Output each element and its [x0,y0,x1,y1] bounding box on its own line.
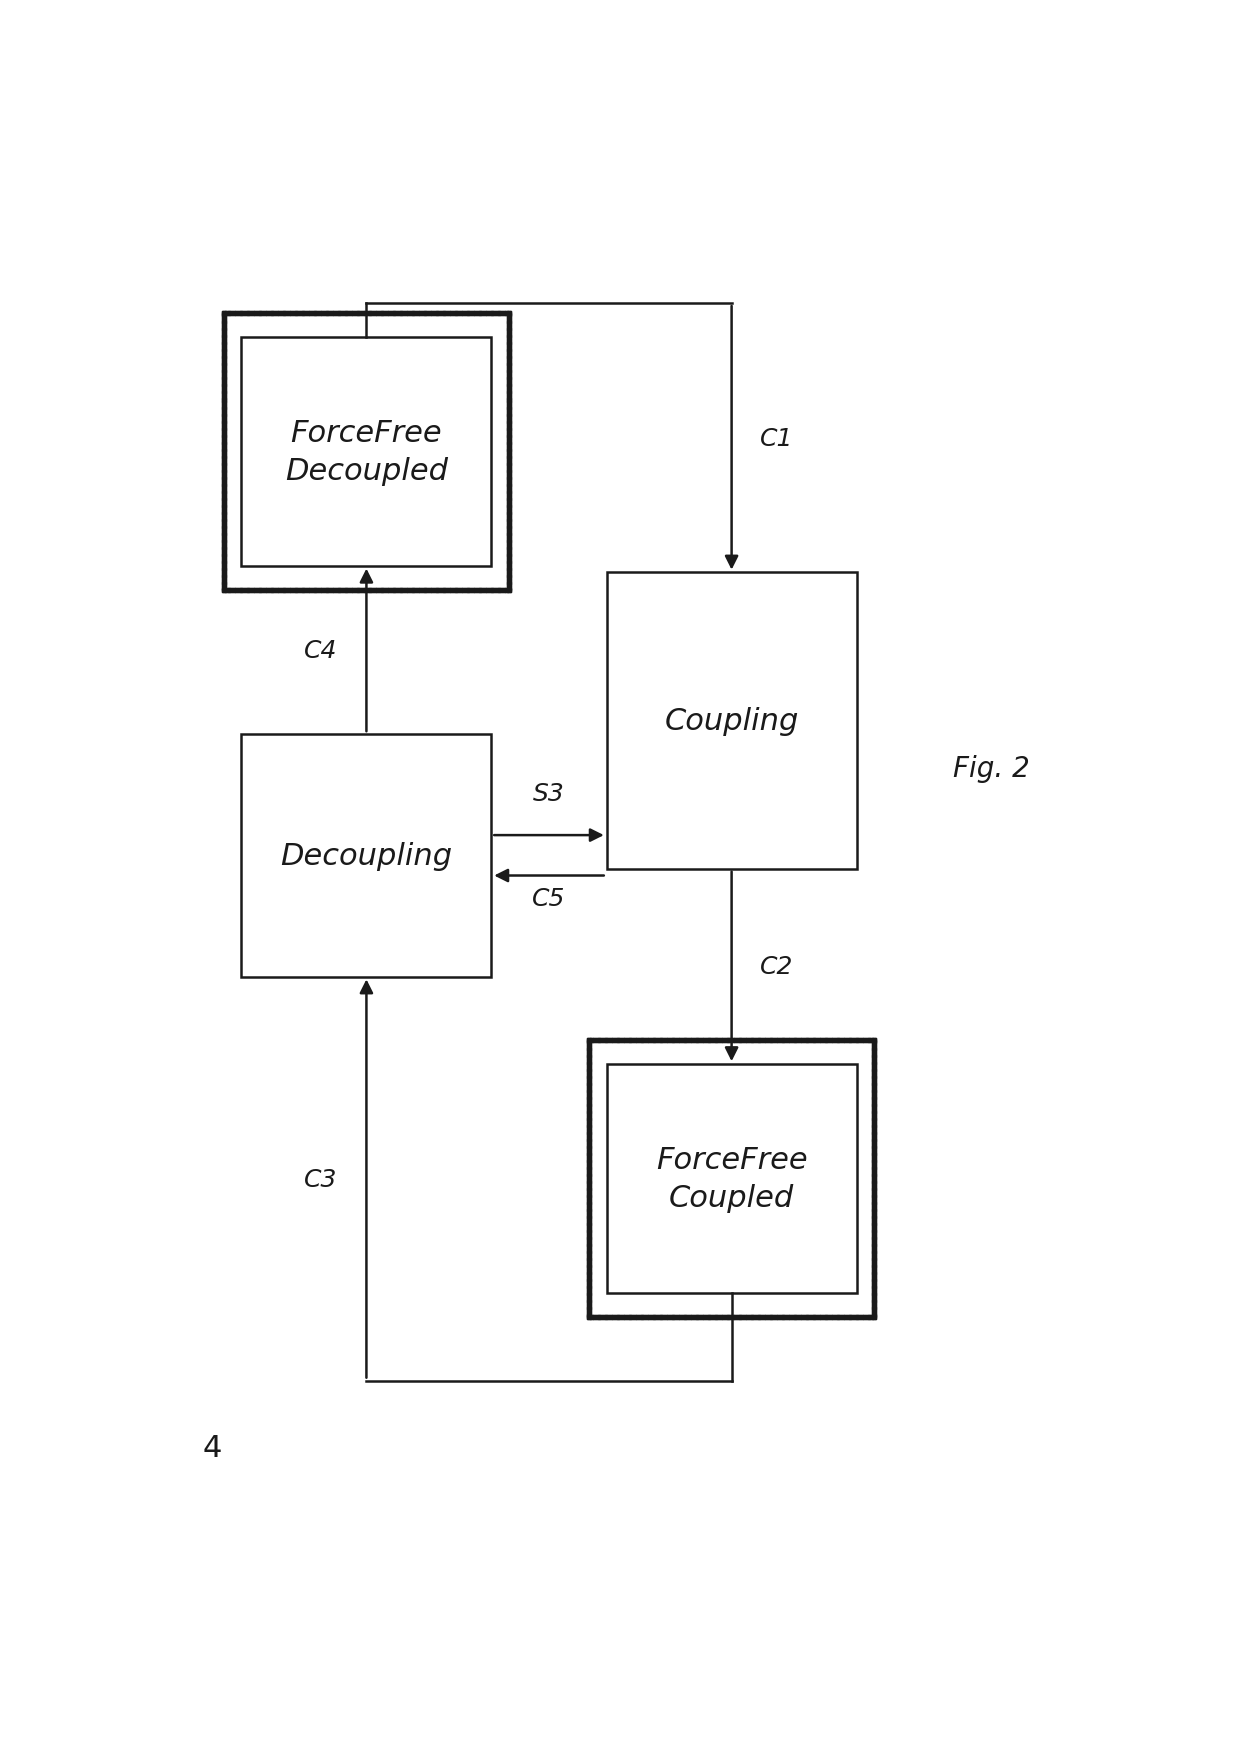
Text: ForceFree
Decoupled: ForceFree Decoupled [285,418,448,486]
Text: C3: C3 [304,1168,337,1190]
Bar [242,337,491,566]
Text: C5: C5 [532,886,565,911]
Text: Decoupling: Decoupling [280,841,453,871]
Text: C4: C4 [304,638,337,662]
Bar [606,573,857,869]
Text: ForceFree
Coupled: ForceFree Coupled [656,1145,807,1213]
Text: Coupling: Coupling [665,706,799,736]
Text: 4: 4 [203,1433,222,1463]
Text: C1: C1 [760,427,794,451]
Text: S3: S3 [533,781,565,806]
Bar [606,1065,857,1294]
Text: Fig. 2: Fig. 2 [952,755,1029,783]
Text: C2: C2 [760,954,794,979]
Bar [242,734,491,977]
